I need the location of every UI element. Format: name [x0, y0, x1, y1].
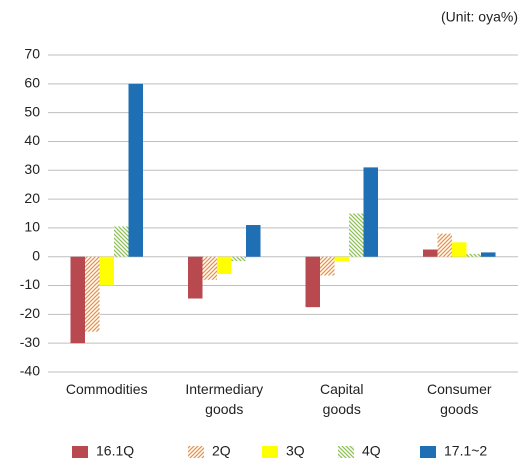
bar [246, 225, 261, 257]
y-tick-label: -30 [20, 334, 40, 350]
bar [334, 256, 349, 262]
bar [128, 83, 143, 257]
y-tick-label: -40 [20, 363, 40, 379]
bar [452, 242, 467, 257]
bar [305, 256, 320, 308]
x-tick-label: Commodities [66, 381, 148, 397]
bar [423, 249, 438, 257]
y-tick-label: -20 [20, 305, 40, 321]
bar [231, 256, 246, 262]
bar [320, 256, 335, 276]
legend-swatch [72, 446, 88, 458]
y-tick-label: 20 [24, 190, 40, 206]
legend-swatch [420, 446, 436, 458]
legend-label: 4Q [362, 443, 381, 459]
bar [188, 256, 203, 299]
bar [466, 253, 481, 257]
legend-label: 17.1~2 [444, 443, 487, 459]
x-tick-label: Capital goods [320, 381, 364, 417]
bar [202, 256, 217, 280]
x-tick-label: Intermediary goods [185, 381, 263, 417]
legend-label: 3Q [286, 443, 305, 459]
legend-swatch [338, 446, 354, 458]
bar [70, 256, 85, 344]
x-tick-label: Consumer goods [427, 381, 492, 417]
bar [481, 252, 496, 257]
bar [217, 256, 232, 275]
legend-label: 2Q [212, 443, 231, 459]
bar [349, 213, 364, 257]
unit-label: (Unit: oya%) [441, 9, 518, 25]
y-tick-label: 70 [24, 46, 40, 62]
y-tick-label: 50 [24, 103, 40, 119]
y-tick-label: 30 [24, 161, 40, 177]
y-tick-label: -10 [20, 276, 40, 292]
bar [363, 167, 378, 257]
y-tick-label: 10 [24, 219, 40, 235]
legend-swatch [188, 446, 204, 458]
legend-swatch [262, 446, 278, 458]
bar [437, 233, 452, 257]
bar [85, 256, 100, 332]
y-tick-label: 60 [24, 75, 40, 91]
y-tick-label: 40 [24, 132, 40, 148]
y-tick-label: 0 [32, 247, 40, 263]
bar [99, 256, 114, 286]
bar [114, 226, 129, 257]
legend-label: 16.1Q [96, 443, 134, 459]
